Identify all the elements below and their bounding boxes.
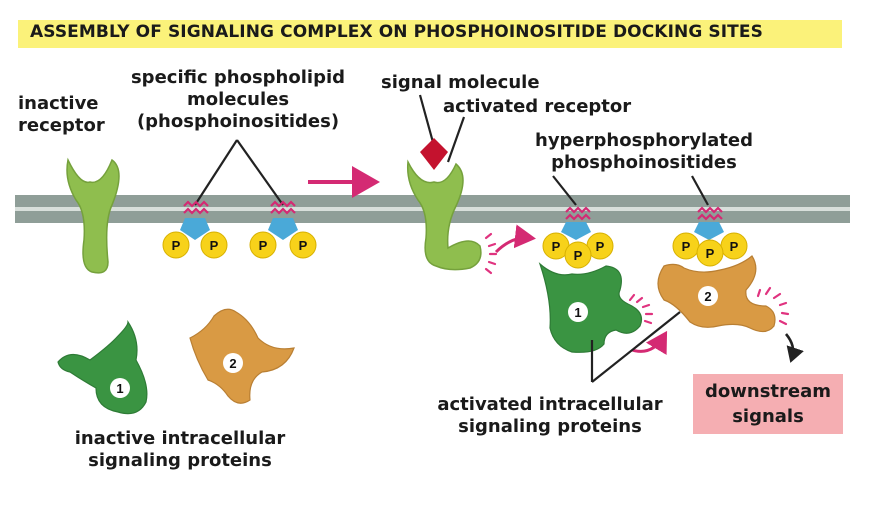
activated-protein-pointer-lines <box>590 311 681 383</box>
phosphate-label: P <box>210 238 219 253</box>
diagram-title: ASSEMBLY OF SIGNALING COMPLEX ON PHOSPHO… <box>30 22 763 42</box>
phosphate-label: P <box>172 238 181 253</box>
activated-protein-1-shape <box>538 262 643 353</box>
inactive-protein-2-shape <box>189 308 295 404</box>
signal-pointer-lines <box>418 94 466 163</box>
protein-2-number: 2 <box>704 289 711 304</box>
phosphate-label: P <box>299 238 308 253</box>
protein-2-activation-marks <box>756 286 790 326</box>
inactive-protein-1-shape <box>57 320 148 415</box>
phosphate-label: P <box>706 246 715 261</box>
phosphoinositide-2 <box>249 200 317 259</box>
phosphoinositide-pointer-lines <box>194 139 284 206</box>
activated-receptor-label: activated receptor <box>443 96 632 117</box>
downstream-signals-box <box>693 374 843 434</box>
phosphate-label: P <box>682 239 691 254</box>
hyperphosphorylated-phosphoinositide-1 <box>542 206 614 269</box>
phosphate-label: P <box>574 248 583 263</box>
protein-2-number: 2 <box>229 356 236 371</box>
signal-molecule-shape <box>420 138 448 170</box>
recruit-arrow-1 <box>494 224 536 254</box>
recruit-arrow-2 <box>631 330 668 356</box>
phosphate-label: P <box>259 238 268 253</box>
protein-1-number: 1 <box>116 381 123 396</box>
title-bar <box>18 20 842 48</box>
downstream-arrow <box>784 333 804 363</box>
protein-1-activation-marks <box>628 293 654 325</box>
phospholipids-label: specific phospholipid molecules (phospho… <box>130 67 346 132</box>
hyperphosphorylated-pointer-lines <box>552 175 709 206</box>
activated-receptor-shape <box>406 159 482 271</box>
phosphate-label: P <box>730 239 739 254</box>
receptor-activation-marks <box>484 232 498 275</box>
inactive-proteins-label: inactive intracellular signaling protein… <box>74 428 286 471</box>
phosphate-label: P <box>552 239 561 254</box>
inactive-receptor-shape <box>66 157 120 274</box>
signal-molecule-label: signal molecule <box>381 72 540 93</box>
phosphoinositide-1 <box>162 200 228 259</box>
activated-proteins-label: activated intracellular signaling protei… <box>437 394 663 437</box>
protein-1-number: 1 <box>574 305 581 320</box>
hyperphosphorylated-label: hyperphosphorylated phosphoinositides <box>535 130 753 173</box>
phosphate-label: P <box>596 239 605 254</box>
downstream-signals-label: downstream signals <box>705 381 831 427</box>
inactive-receptor-label: inactive receptor <box>18 93 105 136</box>
hyperphosphorylated-phosphoinositide-2 <box>672 206 748 267</box>
